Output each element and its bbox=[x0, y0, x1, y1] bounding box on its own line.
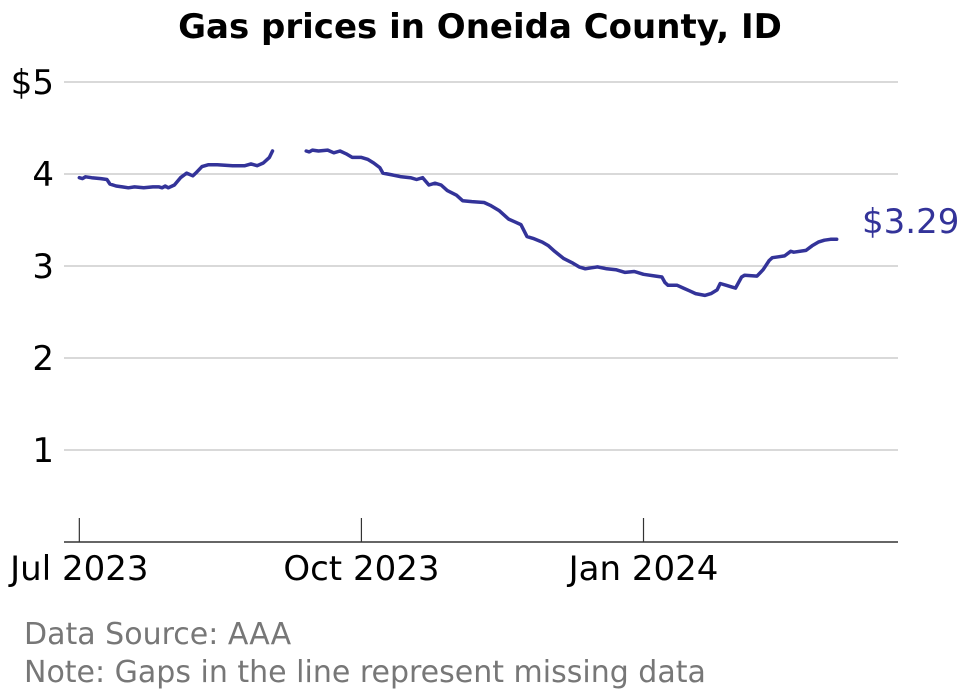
latest-price-label: $3.29 bbox=[862, 202, 959, 242]
price-line-segment-2 bbox=[304, 148, 839, 298]
y-tick-label: $5 bbox=[11, 63, 54, 103]
x-tick-label: Jul 2023 bbox=[8, 549, 148, 589]
y-tick-label: 1 bbox=[32, 431, 54, 471]
gridlines bbox=[64, 81, 898, 451]
chart-title: Gas prices in Oneida County, ID bbox=[178, 7, 782, 47]
y-tick-label: 2 bbox=[32, 339, 54, 379]
missing-data-note: Note: Gaps in the line represent missing… bbox=[24, 655, 706, 690]
price-line-segment-1 bbox=[77, 149, 275, 190]
x-tick-label: Oct 2023 bbox=[283, 549, 439, 589]
x-tick-label: Jan 2024 bbox=[567, 549, 719, 589]
x-axis: Jul 2023 Oct 2023 Jan 2024 bbox=[8, 518, 898, 589]
y-tick-label: 4 bbox=[32, 155, 54, 195]
y-tick-label: 3 bbox=[32, 247, 54, 287]
data-source-note: Data Source: AAA bbox=[24, 617, 292, 652]
price-series bbox=[77, 148, 839, 298]
y-axis-ticks: 1 2 3 4 $5 bbox=[11, 63, 54, 471]
